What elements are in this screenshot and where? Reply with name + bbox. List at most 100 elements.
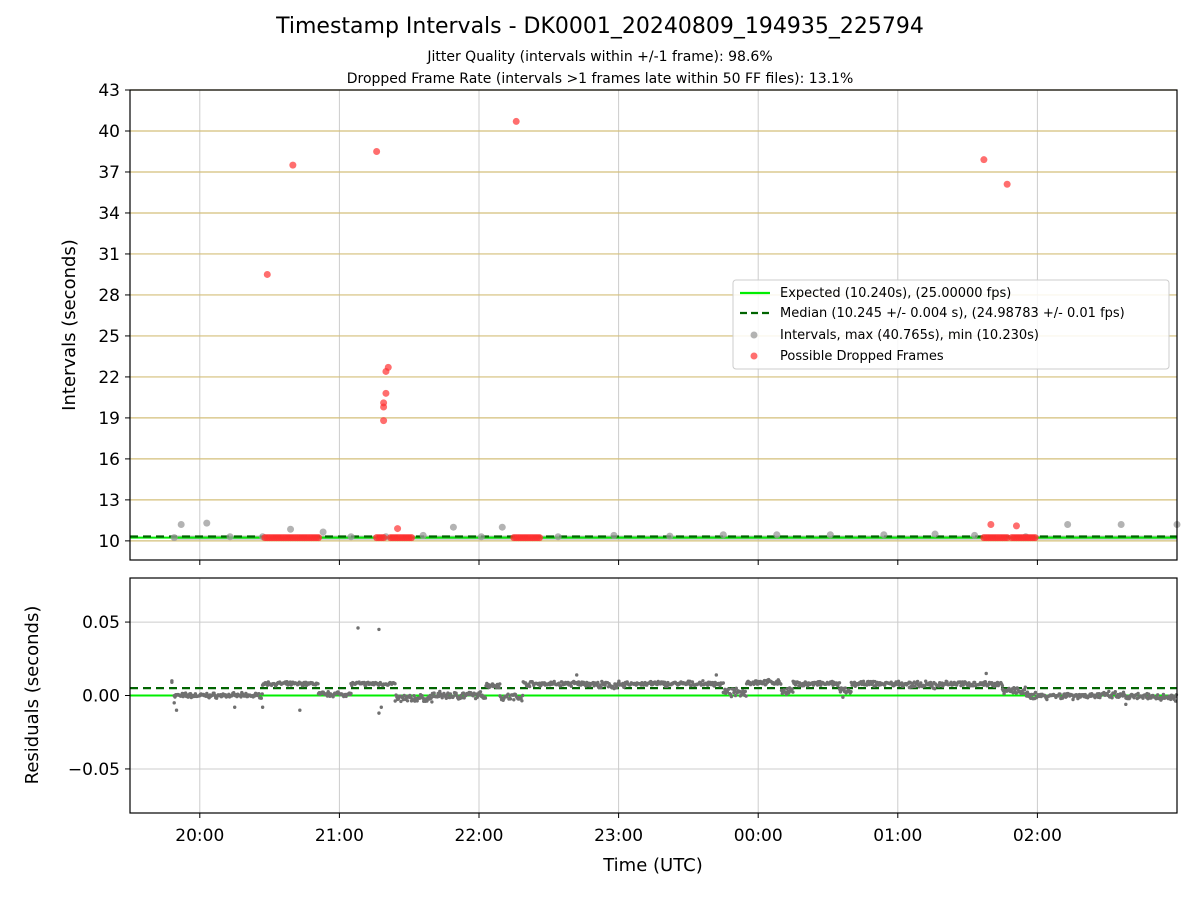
chart-subtitle-dropped: Dropped Frame Rate (intervals >1 frames …: [346, 71, 854, 87]
top-y-tick-label: 25: [98, 327, 120, 347]
residual-point: [733, 689, 737, 693]
residual-point: [379, 705, 383, 709]
dropped-frame-point: [980, 156, 988, 164]
dropped-frame-point: [1003, 180, 1011, 188]
residual-point: [973, 680, 977, 685]
residual-point: [729, 694, 734, 699]
residual-point: [701, 679, 705, 683]
bottom-panel-ticks: 20:00 21:00 22:00 23:00 00:00 01:00 02:00 −0.05…: [68, 613, 1062, 846]
residual-point: [1107, 689, 1111, 694]
legend-dropped-label: Possible Dropped Frames: [780, 349, 944, 364]
dropped-frame-point: [394, 525, 402, 533]
interval-point: [177, 520, 185, 528]
residual-point: [528, 684, 532, 689]
residual-point: [429, 696, 433, 700]
residual-point: [849, 690, 853, 694]
residual-point: [448, 692, 453, 696]
residual-point: [791, 690, 795, 694]
interval-point: [226, 533, 234, 541]
residual-point: [325, 694, 330, 698]
residual-point: [945, 680, 949, 684]
residual-point: [1021, 691, 1025, 695]
residual-point: [521, 693, 525, 698]
residual-point: [841, 695, 845, 699]
residual-point: [617, 679, 621, 683]
residual-point: [257, 692, 261, 696]
residual-point: [1007, 686, 1011, 691]
residual-point: [364, 683, 368, 688]
residual-point: [349, 691, 353, 696]
residual-point: [1156, 693, 1160, 697]
bottom-y-tick-label: 0.05: [82, 613, 120, 633]
top-y-tick-label: 34: [98, 204, 120, 224]
residual-point: [599, 685, 603, 690]
residual-point: [600, 679, 604, 684]
bottom-y-axis-label: Residuals (seconds): [22, 606, 43, 785]
residual-point: [393, 699, 397, 703]
residual-point: [1110, 696, 1114, 700]
legend-expected-label: Expected (10.240s), (25.00000 fps): [780, 286, 1011, 301]
residual-point: [508, 697, 513, 701]
residual-point: [790, 687, 794, 691]
residual-point: [837, 681, 842, 685]
interval-point: [419, 531, 427, 539]
x-tick-label: 01:00: [873, 826, 922, 846]
residual-point: [497, 685, 501, 690]
legend-intervals-swatch: [750, 331, 758, 339]
x-tick-label: 22:00: [455, 826, 504, 846]
x-tick-label: 23:00: [594, 826, 643, 846]
interval-point: [826, 531, 834, 539]
x-tick-label: 20:00: [175, 826, 224, 846]
residual-point: [440, 696, 444, 700]
top-y-tick-label: 37: [98, 163, 120, 183]
residual-point: [438, 689, 442, 694]
residual-point: [924, 679, 928, 683]
residual-point: [260, 705, 265, 709]
residual-point: [557, 681, 561, 685]
top-y-tick-label: 40: [98, 122, 120, 142]
bottom-panel-data: [130, 626, 1179, 715]
residual-point: [836, 684, 840, 688]
top-panel-frame: [129, 89, 1178, 561]
dropped-frame-point: [289, 161, 297, 169]
residual-point: [933, 687, 937, 691]
interval-point: [773, 531, 781, 539]
residual-point: [259, 696, 263, 700]
residual-point: [714, 673, 719, 677]
interval-point: [347, 533, 355, 541]
residual-point: [961, 683, 965, 687]
residual-point: [451, 694, 456, 698]
interval-point: [449, 523, 457, 531]
residual-point: [1000, 684, 1005, 688]
residual-point: [596, 680, 600, 685]
residual-point: [1014, 691, 1018, 695]
residual-point: [498, 682, 502, 686]
interval-point: [1064, 520, 1072, 528]
residual-point: [1161, 692, 1166, 697]
dropped-frame-point: [380, 534, 388, 542]
residual-point: [1027, 692, 1031, 696]
residual-point: [239, 695, 243, 699]
residual-point: [377, 627, 381, 632]
residual-point: [399, 699, 403, 704]
residual-point: [725, 690, 730, 694]
residual-point: [244, 691, 248, 696]
residual-point: [721, 681, 725, 685]
interval-point: [498, 523, 506, 531]
residual-point: [478, 690, 483, 694]
x-tick-label: 21:00: [315, 826, 364, 846]
residual-point: [412, 694, 416, 698]
residual-point: [915, 679, 920, 684]
interval-point: [1117, 520, 1125, 528]
x-tick-label: 02:00: [1013, 826, 1062, 846]
residual-point: [519, 696, 523, 700]
interval-point: [170, 534, 178, 542]
interval-point: [610, 531, 618, 539]
residual-point: [428, 693, 432, 698]
top-y-tick-label: 31: [98, 245, 120, 265]
residual-point: [415, 699, 419, 703]
residual-point: [734, 686, 738, 690]
dropped-frame-point: [382, 389, 390, 397]
residual-point: [420, 694, 424, 698]
